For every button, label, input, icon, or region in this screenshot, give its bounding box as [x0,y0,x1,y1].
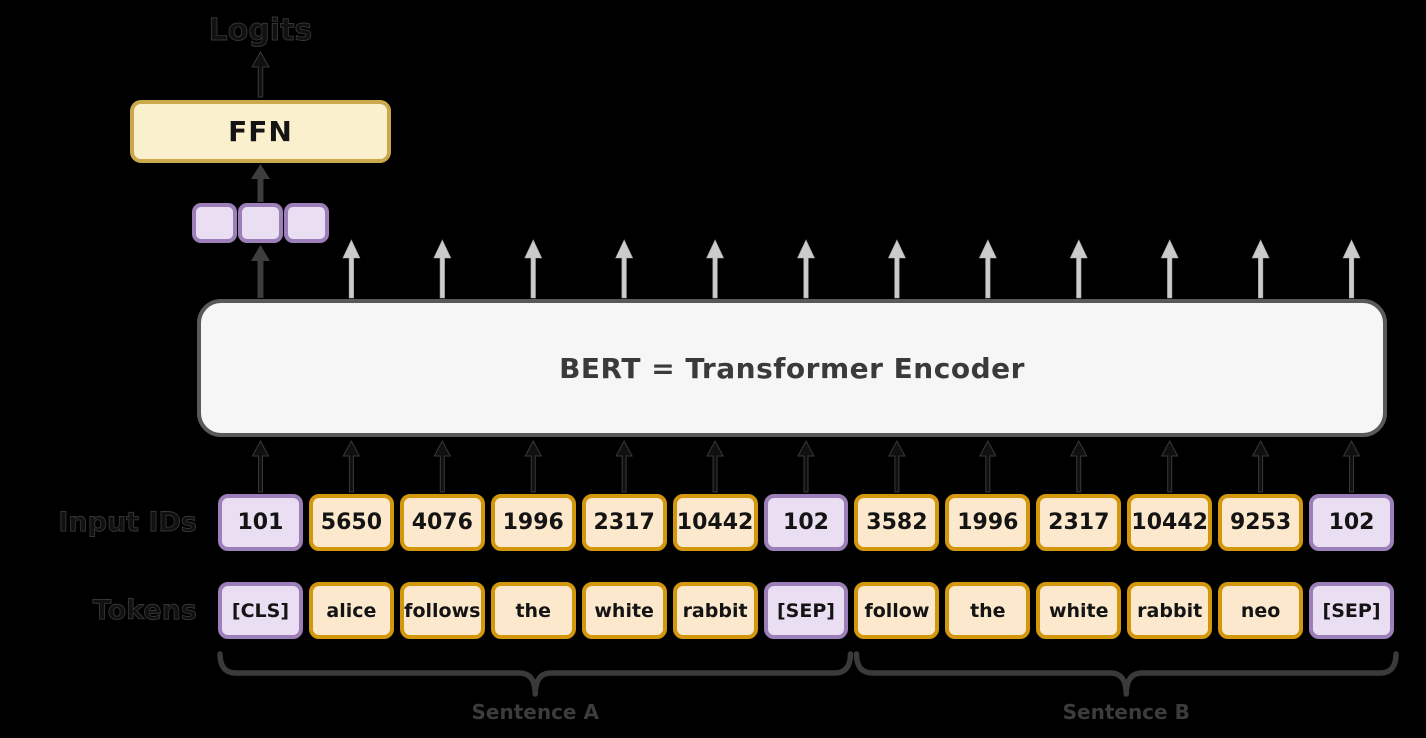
bert-title: BERT = Transformer Encoder [559,351,1025,385]
sentence-b-label: Sentence B [1062,700,1190,724]
bert-output-arrow [706,239,725,299]
bert-output-arrow [1251,239,1270,299]
token-box: the [490,582,576,639]
input-to-bert-arrow [1342,439,1361,493]
input-id-box: 5650 [308,494,394,551]
embedding-to-ffn-arrow [250,164,270,202]
input-id-box: 2317 [581,494,667,551]
token-box: follows [399,582,485,639]
input-to-bert-arrow [1251,439,1270,493]
embedding-cell [191,203,237,243]
token-box: white [581,582,667,639]
bert-output-arrow [342,239,361,299]
sentence-a-label: Sentence A [471,700,599,724]
input-ids-row-label: Input IDs [58,507,198,538]
input-id-box: 1996 [945,494,1031,551]
input-to-bert-arrow [1160,439,1179,493]
input-to-bert-arrow [979,439,997,493]
input-id-box: 9253 [1218,494,1304,551]
bert-output-arrow [615,239,634,299]
ffn-to-logits-arrow [251,50,270,98]
input-to-bert-arrow [251,439,270,493]
bert-output-arrow [524,239,543,299]
token-box: the [945,582,1031,639]
input-id-box: 3582 [854,494,940,551]
input-to-bert-arrow [342,439,361,493]
input-to-bert-arrow [706,439,724,493]
token-box: neo [1218,582,1304,639]
input-to-bert-arrow [888,439,906,493]
bert-output-arrow [1069,239,1088,299]
sentence-brace [217,651,854,697]
input-to-bert-arrow [1069,439,1088,493]
input-id-box: 2317 [1036,494,1122,551]
tokens-row: [CLS] alice follows the white rabbit [SEP] foll… [218,582,1394,639]
input-id-box: 4076 [399,494,485,551]
input-id-box: 10442 [672,494,758,551]
token-box: follow [854,582,940,639]
ffn-box: FFN [129,100,391,163]
token-box: [CLS] [218,582,303,639]
bert-output-arrow [797,239,815,299]
bert-output-arrow [433,239,452,299]
bert-output-arrow [887,239,906,299]
input-ids-row: 101 5650 4076 1996 2317 10442 102 3582 1996 2317 1… [218,494,1394,551]
token-box: [SEP] [763,582,849,639]
embedding-cell [237,203,283,243]
token-box: alice [308,582,394,639]
ffn-label: FFN [228,115,293,148]
token-box: rabbit [672,582,758,639]
bert-output-arrow [978,239,997,299]
token-box: [SEP] [1309,582,1394,639]
bert-encoder-box: BERT = Transformer Encoder [197,299,1387,437]
input-id-box: 102 [763,494,849,551]
tokens-row-label: Tokens [92,595,197,626]
input-to-bert-arrow [615,439,633,493]
input-id-box: 1996 [490,494,576,551]
token-box: white [1036,582,1122,639]
logits-label: Logits [208,13,313,49]
input-to-bert-arrow [797,439,815,493]
input-id-box: 102 [1309,494,1394,551]
input-to-bert-arrow [524,439,543,493]
bert-to-embedding-arrow [250,245,270,298]
bert-output-arrow [1160,239,1179,299]
input-id-box: 101 [218,494,303,551]
token-box: rabbit [1127,582,1213,639]
cls-embedding-strip [191,203,329,243]
input-to-bert-arrow [433,439,452,493]
input-id-box: 10442 [1127,494,1213,551]
embedding-cell [283,203,329,243]
bert-output-arrow [1342,239,1361,299]
sentence-brace [853,651,1399,697]
